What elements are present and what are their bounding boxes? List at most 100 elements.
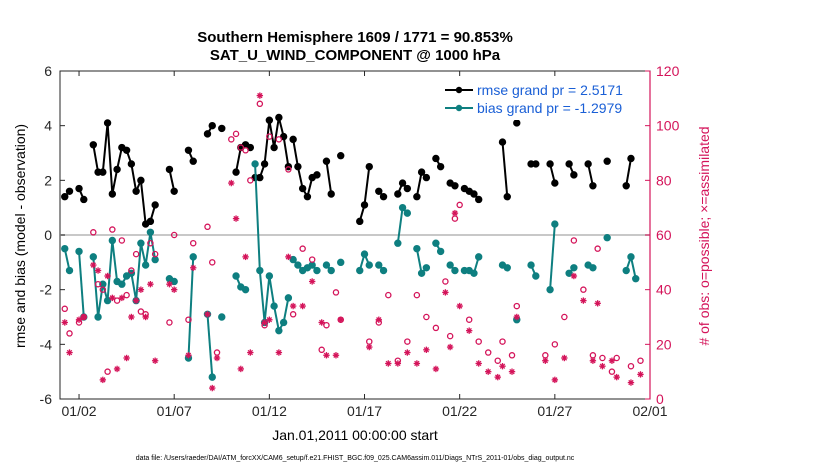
obs-assimilated-stroke <box>152 358 158 364</box>
rmse-point <box>570 171 578 179</box>
obs-possible-point <box>285 166 292 173</box>
bias-point <box>108 236 117 245</box>
bias-point <box>141 261 150 269</box>
obs-assimilated-stroke <box>233 215 239 222</box>
obs-assimilated-stroke <box>100 377 106 383</box>
obs-assimilated-point <box>580 297 587 304</box>
rmse-point <box>298 184 307 193</box>
obs-possible-point <box>132 250 140 258</box>
obs-possible-point <box>580 286 587 293</box>
obs-assimilated-stroke <box>366 344 372 350</box>
bias-point <box>270 302 278 310</box>
obs-layer <box>61 92 644 392</box>
rmse-point <box>327 190 335 198</box>
obs-assimilated-stroke <box>395 360 401 367</box>
rmse-point <box>122 146 131 154</box>
obs-assimilated-stroke <box>247 349 254 356</box>
rmse-point <box>451 182 459 190</box>
rmse-line <box>625 158 632 186</box>
bias-point <box>275 326 283 335</box>
obs-assimilated-stroke <box>104 273 111 279</box>
obs-assimilated-point <box>204 311 211 318</box>
plot-area <box>59 70 651 400</box>
obs-assimilated-stroke <box>123 355 130 361</box>
obs-assimilated-stroke <box>238 366 244 372</box>
bias-point <box>65 266 74 275</box>
obs-assimilated-point <box>66 349 73 356</box>
rmse-point <box>65 187 74 195</box>
obs-assimilated-stroke <box>476 360 482 367</box>
obs-assimilated-point <box>99 376 107 384</box>
obs-possible-point <box>104 368 111 375</box>
obs-assimilated-point <box>375 316 382 323</box>
obs-possible-point <box>475 338 482 345</box>
x-axis-label: Jan.01,2011 00:00:00 start <box>272 427 438 443</box>
bias-point <box>532 272 540 280</box>
obs-assimilated-point <box>213 354 221 362</box>
obs-assimilated-stroke <box>514 314 520 320</box>
bias-point <box>551 220 559 228</box>
obs-assimilated-point <box>132 297 140 304</box>
rmse-point <box>417 168 426 176</box>
obs-assimilated-stroke <box>266 317 273 323</box>
rmse-point <box>270 143 278 152</box>
bias-point <box>589 264 597 272</box>
obs-assimilated-point <box>423 346 430 353</box>
obs-assimilated-stroke <box>466 327 472 334</box>
obs-assimilated-stroke <box>571 273 577 279</box>
obs-possible-point <box>423 313 430 321</box>
bias-point <box>394 239 402 247</box>
obs-assimilated-stroke <box>590 358 596 364</box>
bias-point <box>432 239 440 247</box>
obs-possible-point <box>151 250 159 258</box>
obs-assimilated-point <box>366 343 373 351</box>
obs-assimilated-point <box>289 302 297 310</box>
bias-point <box>265 272 274 280</box>
rmse-point <box>108 190 117 198</box>
rmse-point <box>137 176 145 185</box>
rmse-point <box>403 184 412 193</box>
obs-possible-point <box>508 352 516 359</box>
obs-possible-point <box>323 321 330 329</box>
rmse-point <box>360 201 369 209</box>
obs-possible-point <box>494 357 501 364</box>
rmse-point <box>436 162 445 171</box>
bias-point <box>422 264 431 272</box>
bias-point <box>118 280 126 288</box>
obs-assimilated-stroke <box>138 286 144 293</box>
obs-assimilated-point <box>589 357 597 364</box>
bias-point <box>527 261 535 269</box>
bias-point <box>622 266 630 275</box>
obs-possible-point <box>594 245 601 252</box>
obs-possible-point <box>413 291 421 299</box>
obs-assimilated-point <box>75 316 83 323</box>
obs-possible-point <box>451 215 459 222</box>
rmse-point <box>289 135 297 144</box>
obs-possible-point <box>166 319 173 326</box>
rmse-point <box>584 160 592 168</box>
obs-assimilated-stroke <box>323 352 330 358</box>
obs-assimilated-point <box>80 313 87 321</box>
obs-assimilated-point <box>613 373 620 381</box>
obs-assimilated-stroke <box>66 349 73 356</box>
rmse-point <box>622 182 630 190</box>
legend-bias-label: bias grand pr = -1.2979 <box>477 100 622 116</box>
rmse-point <box>394 190 402 198</box>
x-tick-label: 01/22 <box>442 403 477 419</box>
rmse-point <box>313 171 321 179</box>
rmse-point <box>422 173 431 182</box>
obs-assimilated-point <box>637 371 644 378</box>
obs-possible-point <box>256 100 264 108</box>
bias-point <box>565 269 573 277</box>
bias-point <box>294 261 302 269</box>
obs-possible-point <box>484 349 492 356</box>
bias-point <box>61 244 69 253</box>
bias-point <box>232 272 240 280</box>
bias-point <box>475 253 483 261</box>
obs-assimilated-stroke <box>290 303 296 309</box>
obs-possible-point <box>185 316 192 323</box>
obs-possible-point <box>627 362 635 370</box>
obs-assimilated-stroke <box>385 360 392 367</box>
obs-assimilated-point <box>594 300 601 307</box>
obs-assimilated-stroke <box>147 281 154 287</box>
